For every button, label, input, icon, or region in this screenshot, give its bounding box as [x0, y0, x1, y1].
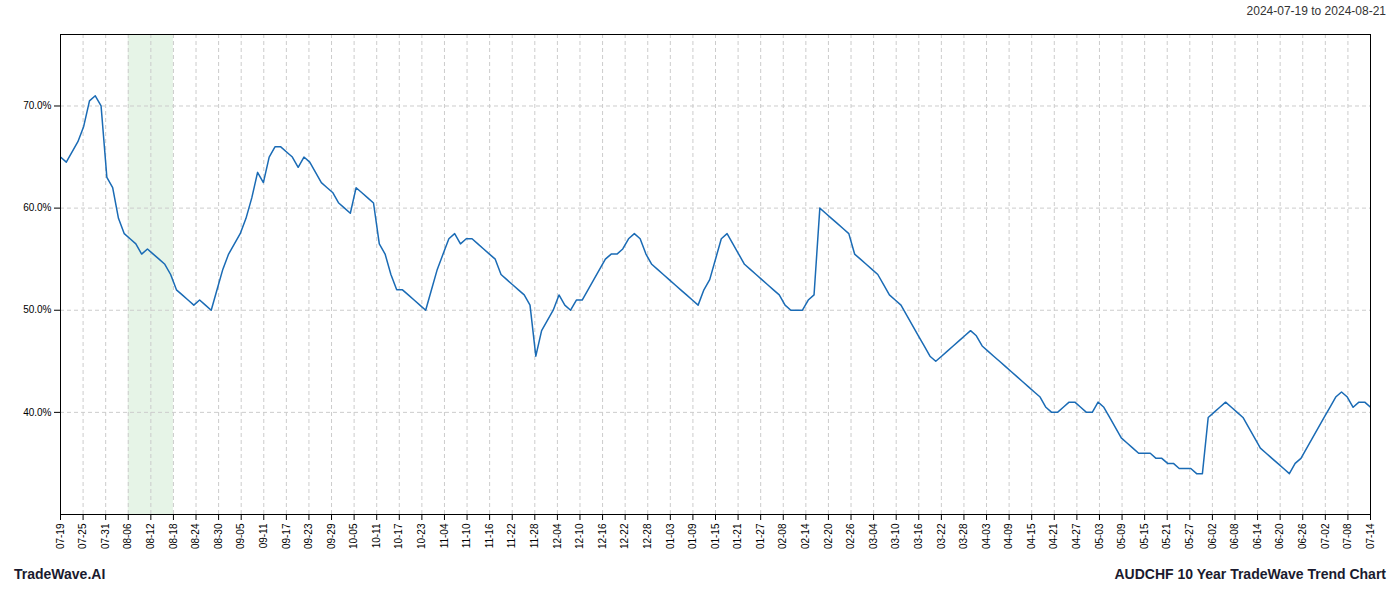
- svg-text:02-14: 02-14: [800, 523, 811, 549]
- svg-text:50.0%: 50.0%: [23, 304, 51, 315]
- svg-text:12-04: 12-04: [552, 523, 563, 549]
- svg-text:01-21: 01-21: [732, 523, 743, 549]
- svg-text:11-04: 11-04: [439, 523, 450, 548]
- svg-text:08-18: 08-18: [168, 523, 179, 549]
- svg-text:08-06: 08-06: [122, 523, 133, 549]
- svg-text:02-26: 02-26: [845, 523, 856, 549]
- svg-text:01-03: 01-03: [665, 523, 676, 549]
- svg-text:07-31: 07-31: [100, 523, 111, 549]
- svg-text:07-14: 07-14: [1365, 523, 1376, 549]
- svg-text:11-22: 11-22: [506, 523, 517, 548]
- svg-text:06-08: 06-08: [1229, 523, 1240, 549]
- svg-text:04-09: 04-09: [1003, 523, 1014, 549]
- svg-text:07-02: 07-02: [1320, 523, 1331, 549]
- svg-text:10-11: 10-11: [371, 523, 382, 548]
- svg-text:08-12: 08-12: [145, 523, 156, 549]
- svg-text:07-08: 07-08: [1342, 523, 1353, 549]
- svg-text:12-10: 12-10: [574, 523, 585, 549]
- svg-text:03-16: 03-16: [913, 523, 924, 549]
- svg-text:05-09: 05-09: [1116, 523, 1127, 549]
- svg-text:12-16: 12-16: [597, 523, 608, 549]
- svg-text:06-14: 06-14: [1252, 523, 1263, 549]
- svg-text:10-23: 10-23: [416, 523, 427, 549]
- svg-text:05-03: 05-03: [1094, 523, 1105, 549]
- svg-text:11-28: 11-28: [529, 523, 540, 548]
- svg-text:01-15: 01-15: [710, 523, 721, 549]
- svg-text:11-16: 11-16: [484, 523, 495, 548]
- svg-text:06-26: 06-26: [1297, 523, 1308, 549]
- html-text:AUDCHF 10 Year TradeWave Trend: AUDCHF 10 Year TradeWave Trend Chart: [1114, 566, 1386, 582]
- svg-text:05-15: 05-15: [1139, 523, 1150, 549]
- svg-text:04-15: 04-15: [1026, 523, 1037, 549]
- svg-text:06-20: 06-20: [1274, 523, 1285, 549]
- svg-text:03-10: 03-10: [890, 523, 901, 549]
- svg-text:03-28: 03-28: [958, 523, 969, 549]
- svg-text:09-05: 09-05: [235, 523, 246, 549]
- html-text:2024-07-19 to 2024-08-21: 2024-07-19 to 2024-08-21: [1246, 4, 1386, 18]
- svg-text:07-19: 07-19: [55, 523, 66, 549]
- svg-text:03-04: 03-04: [868, 523, 879, 549]
- svg-text:10-17: 10-17: [393, 523, 404, 549]
- svg-text:09-11: 09-11: [258, 523, 269, 548]
- svg-text:02-08: 02-08: [777, 523, 788, 549]
- svg-text:08-30: 08-30: [213, 523, 224, 549]
- svg-text:05-27: 05-27: [1184, 523, 1195, 549]
- svg-text:10-05: 10-05: [348, 523, 359, 549]
- svg-text:09-29: 09-29: [326, 523, 337, 549]
- svg-text:40.0%: 40.0%: [23, 407, 51, 418]
- svg-text:08-24: 08-24: [190, 523, 201, 549]
- svg-text:06-02: 06-02: [1207, 523, 1218, 549]
- svg-text:01-27: 01-27: [755, 523, 766, 549]
- svg-text:12-22: 12-22: [619, 523, 630, 549]
- svg-text:09-17: 09-17: [281, 523, 292, 549]
- svg-text:09-23: 09-23: [303, 523, 314, 549]
- svg-text:11-10: 11-10: [461, 523, 472, 548]
- svg-text:04-21: 04-21: [1048, 523, 1059, 549]
- svg-text:05-21: 05-21: [1161, 523, 1172, 549]
- svg-text:07-25: 07-25: [77, 523, 88, 549]
- svg-text:02-20: 02-20: [823, 523, 834, 549]
- svg-text:04-27: 04-27: [1071, 523, 1082, 549]
- svg-text:01-09: 01-09: [687, 523, 698, 549]
- svg-text:04-03: 04-03: [981, 523, 992, 549]
- html-text:TradeWave.AI: TradeWave.AI: [14, 566, 106, 582]
- svg-text:03-22: 03-22: [936, 523, 947, 549]
- svg-text:60.0%: 60.0%: [23, 202, 51, 213]
- svg-text:70.0%: 70.0%: [23, 100, 51, 111]
- svg-text:12-28: 12-28: [642, 523, 653, 549]
